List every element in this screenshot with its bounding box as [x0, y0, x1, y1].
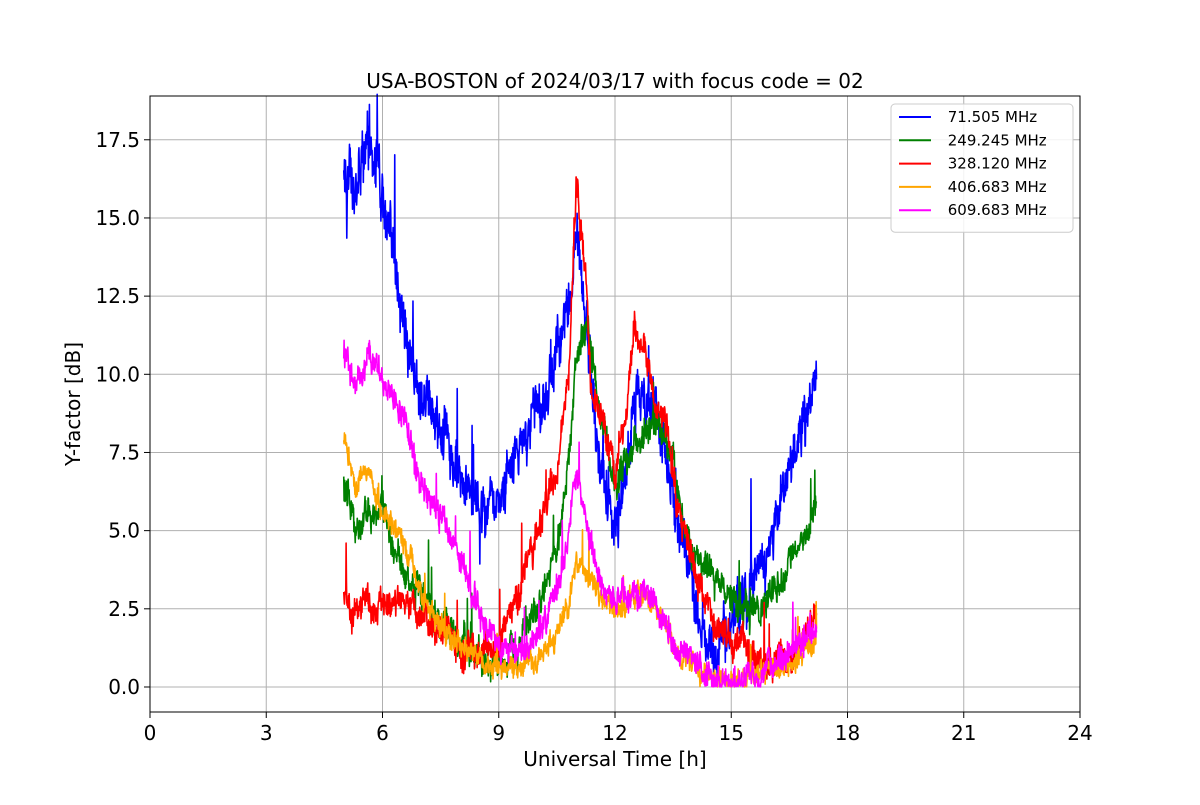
legend: 71.505 MHz 249.245 MHz 328.120 MHz 406.6…: [890, 103, 1074, 233]
x-tick-label: 3: [260, 721, 273, 745]
series-line: [342, 339, 818, 688]
legend-entry: 609.683 MHz: [943, 201, 1047, 219]
x-tick-label: 6: [376, 721, 389, 745]
grid-lines: [149, 96, 1081, 712]
chart-title: USA-BOSTON of 2024/03/17 with focus code…: [366, 69, 863, 93]
y-tick-label: 15.0: [95, 206, 140, 230]
axis-ticks: 0 3 6 9 12 15 18 21 24 0.0 2.5 5.0 7.5 10.0 12.5 15.0 17…: [95, 128, 1092, 745]
series-line: [342, 432, 818, 688]
y-tick-label: 7.5: [108, 440, 140, 464]
x-tick-label: 0: [144, 721, 157, 745]
y-tick-label: 10.0: [95, 362, 140, 386]
y-tick-label: 17.5: [95, 128, 140, 152]
y-axis-label: Y-factor [dB]: [61, 342, 85, 467]
x-tick-label: 21: [951, 721, 976, 745]
legend-box: [890, 103, 1074, 233]
legend-entry: 406.683 MHz: [943, 178, 1047, 196]
y-tick-label: 12.5: [95, 284, 140, 308]
y-tick-label: 0.0: [108, 675, 140, 699]
legend-entry: 328.120 MHz: [943, 155, 1047, 173]
x-tick-label: 24: [1067, 721, 1092, 745]
series-lines: [342, 93, 818, 688]
x-tick-label: 15: [719, 721, 744, 745]
x-tick-label: 9: [492, 721, 505, 745]
y-tick-label: 5.0: [108, 519, 140, 543]
y-tick-label: 2.5: [108, 597, 140, 621]
legend-entry: 71.505 MHz: [943, 108, 1037, 126]
x-axis-label: Universal Time [h]: [523, 747, 706, 771]
x-tick-label: 18: [835, 721, 860, 745]
x-tick-label: 12: [602, 721, 627, 745]
series-line: [342, 176, 818, 684]
legend-entry: 249.245 MHz: [943, 131, 1047, 149]
